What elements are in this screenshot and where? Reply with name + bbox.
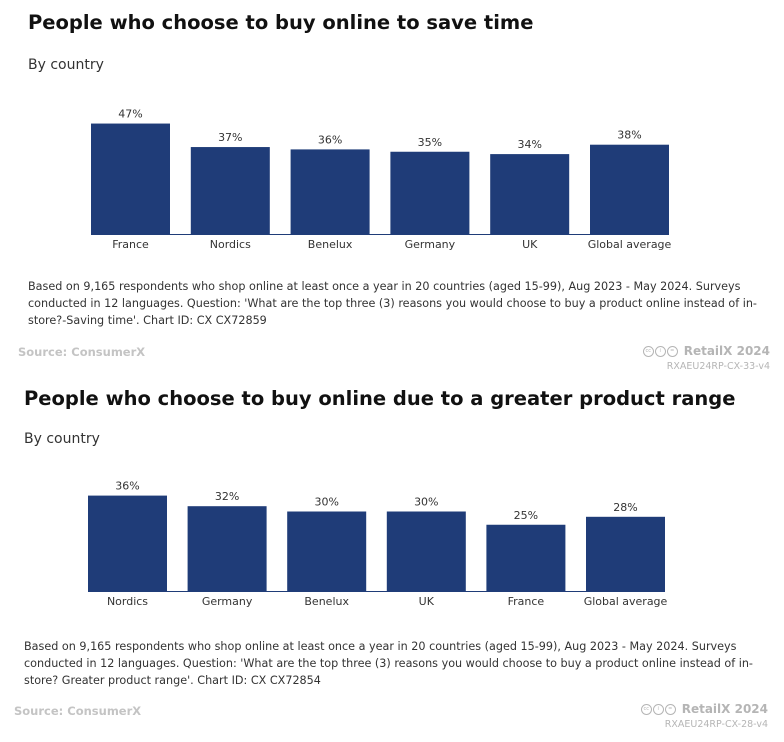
value-label-1: 37% <box>218 131 242 144</box>
bar-5 <box>586 516 665 591</box>
value-label-5: 28% <box>613 501 637 514</box>
source-label: Source: ConsumerX <box>18 345 146 359</box>
chart-panel-save-time: People who choose to buy online to save … <box>18 11 770 372</box>
category-label-1: Germany <box>202 595 253 608</box>
value-label-2: 30% <box>314 496 338 509</box>
chart-title: People who choose to buy online to save … <box>28 11 534 34</box>
category-label-5: Global average <box>588 238 672 251</box>
category-label-4: UK <box>522 238 538 251</box>
bar-0 <box>88 495 167 591</box>
value-label-2: 36% <box>318 133 342 146</box>
bar-chart: 47% France 37% Nordics 36% Benelux 35% Germany 3… <box>91 108 672 251</box>
creative-commons-icon: cc i = <box>642 345 678 357</box>
bar-1 <box>187 506 267 591</box>
chart-footnote: Based on 9,165 respondents who shop onli… <box>28 280 757 327</box>
bar-0 <box>91 123 170 234</box>
brand-name: RetailX 2024 <box>683 344 770 358</box>
bar-2 <box>290 149 370 234</box>
creative-commons-icon: cc i = <box>640 703 676 715</box>
value-label-1: 32% <box>215 490 239 503</box>
bar-4 <box>490 154 570 234</box>
category-label-2: Benelux <box>304 595 349 608</box>
category-label-3: Germany <box>405 238 456 251</box>
chart-footnote: Based on 9,165 respondents who shop onli… <box>24 640 753 687</box>
value-label-4: 34% <box>517 138 541 151</box>
brand-block: cc i = RetailX 2024 RXAEU24RP-CX-28-v4 <box>640 702 768 730</box>
bar-3 <box>390 151 470 234</box>
chart-subtitle: By country <box>24 431 100 447</box>
value-label-3: 35% <box>418 136 442 149</box>
chart-code: RXAEU24RP-CX-33-v4 <box>666 361 770 372</box>
bar-2 <box>287 511 367 591</box>
value-label-0: 47% <box>118 108 142 121</box>
value-label-4: 25% <box>514 509 538 522</box>
chart-subtitle: By country <box>28 57 104 73</box>
chart-panel-product-range: People who choose to buy online due to a… <box>0 372 784 742</box>
chart-title: People who choose to buy online due to a… <box>24 387 736 410</box>
category-label-4: France <box>508 595 545 608</box>
category-label-5: Global average <box>584 595 668 608</box>
chart-code: RXAEU24RP-CX-28-v4 <box>664 719 768 730</box>
category-label-0: France <box>112 238 149 251</box>
value-label-5: 38% <box>617 129 641 142</box>
bar-4 <box>486 524 566 591</box>
bar-5 <box>590 144 669 234</box>
category-label-1: Nordics <box>210 238 251 251</box>
brand-name: RetailX 2024 <box>681 702 768 716</box>
bar-3 <box>386 511 466 591</box>
source-label: Source: ConsumerX <box>14 704 142 718</box>
value-label-0: 36% <box>115 480 139 493</box>
value-label-3: 30% <box>414 496 438 509</box>
category-label-2: Benelux <box>308 238 353 251</box>
bar-chart: 36% Nordics 32% Germany 30% Benelux 30% UK 25% Fr… <box>88 480 668 608</box>
category-label-3: UK <box>419 595 435 608</box>
bar-1 <box>190 147 270 234</box>
category-label-0: Nordics <box>107 595 148 608</box>
brand-block: cc i = RetailX 2024 RXAEU24RP-CX-33-v4 <box>642 344 770 372</box>
